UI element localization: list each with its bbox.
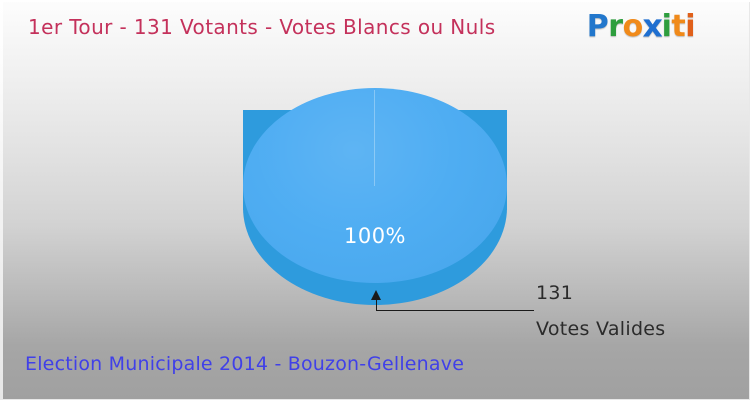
- logo-letter-x: x: [642, 8, 663, 45]
- callout-value: 131: [536, 282, 574, 304]
- chart-subtitle: Election Municipale 2014 - Bouzon-Gellen…: [25, 353, 465, 375]
- logo-letter-o: o: [622, 9, 644, 44]
- callout-leader-vertical: [376, 298, 377, 311]
- logo-letter-t: t: [671, 9, 686, 44]
- pie-chart: 100%: [243, 88, 507, 305]
- pie-sheen: [243, 88, 507, 283]
- pie-slice-divider: [374, 90, 375, 186]
- logo-letter-r: r: [608, 9, 623, 44]
- frame-top-highlight: [0, 0, 750, 2]
- callout-label: Votes Valides: [536, 318, 666, 340]
- chart-title: 1er Tour - 131 Votants - Votes Blancs ou…: [28, 15, 496, 39]
- pie-slice-percent-label: 100%: [343, 224, 407, 248]
- logo-letter-i-second: i: [685, 9, 695, 44]
- logo-letter-i-first: i: [661, 9, 672, 44]
- callout-leader-horizontal: [376, 310, 534, 311]
- frame-left-highlight: [0, 0, 3, 400]
- pie-slice-top-votes-valides[interactable]: [243, 88, 507, 283]
- logo-letter-p: P: [586, 9, 609, 44]
- proxiti-logo[interactable]: Proxiti: [586, 8, 696, 45]
- callout-arrow-icon: [371, 290, 381, 300]
